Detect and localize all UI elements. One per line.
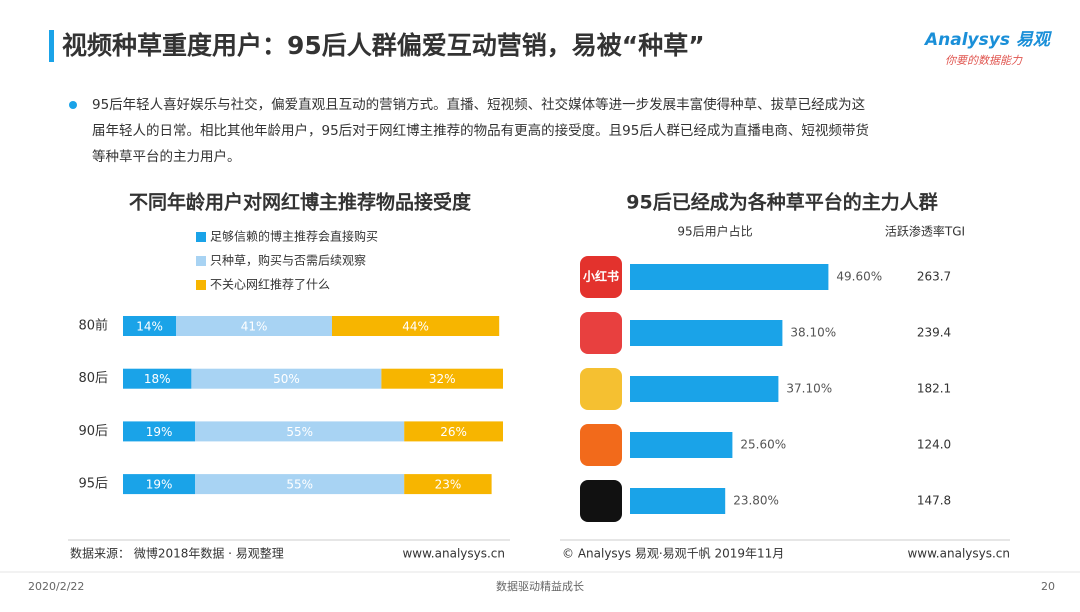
bar — [630, 264, 829, 290]
bar-segment — [195, 421, 405, 442]
legend-swatch — [196, 256, 206, 266]
chart-title: 不同年龄用户对网红博主推荐物品接受度 — [129, 191, 472, 214]
bar-segment — [123, 421, 196, 442]
platform-icon — [580, 312, 622, 354]
title-bar — [49, 30, 54, 62]
tgi-value: 147.8 — [917, 494, 951, 508]
motto: 数据驱动精益成长 — [496, 579, 584, 593]
tgi-value: 263.7 — [917, 270, 951, 284]
chart-title: 95后已经成为各种草平台的主力人群 — [626, 191, 937, 214]
page-number: 20 — [1041, 580, 1055, 593]
legend-label: 不关心网红推荐了什么 — [210, 277, 330, 292]
bar-label: 26% — [440, 425, 467, 439]
source: 数据来源： 微博2018年数据 · 易观整理 — [70, 546, 284, 561]
bar-segment — [404, 474, 492, 495]
bar-label: 14% — [136, 320, 163, 334]
bar-segment — [195, 474, 405, 495]
site: www.analysys.cn — [907, 547, 1010, 561]
site: www.analysys.cn — [402, 547, 505, 561]
bullet-dot — [69, 101, 77, 109]
platform-label: 小红书 — [583, 269, 619, 284]
bar-label: 23.80% — [733, 494, 779, 508]
slogan: 你要的数据能力 — [945, 54, 1023, 67]
bar — [630, 488, 726, 514]
bullet-line: 届年轻人的日常。相比其他年龄用户，95后对于网红博主推荐的物品有更高的接受度。且… — [92, 122, 869, 139]
bullet-line: 等种草平台的主力用户。 — [92, 148, 241, 165]
bar-segment — [123, 474, 196, 495]
tgi-value: 124.0 — [917, 438, 951, 452]
bar-segment — [381, 368, 503, 389]
bar-label: 55% — [286, 478, 313, 492]
bar-label: 32% — [429, 372, 456, 386]
tgi-value: 182.1 — [917, 382, 951, 396]
bar — [630, 320, 783, 346]
category-label: 80前 — [78, 318, 108, 334]
bar-segment — [191, 368, 382, 389]
bar-label: 19% — [146, 478, 173, 492]
platform-icon — [580, 480, 622, 522]
bar-label: 23% — [435, 478, 462, 492]
column-header: 活跃渗透率TGI — [885, 224, 965, 239]
platform-icon — [580, 424, 622, 466]
legend-label: 足够信赖的博主推荐会直接购买 — [210, 229, 378, 244]
bar-segment — [176, 316, 332, 336]
column-header: 95后用户占比 — [677, 224, 752, 239]
bullet-line: 95后年轻人喜好娱乐与社交，偏爱直观且互动的营销方式。直播、短视频、社交媒体等进… — [92, 96, 865, 113]
category-label: 90后 — [78, 424, 108, 439]
bar-segment — [404, 421, 503, 442]
logo: Analysys 易观 — [923, 30, 1053, 50]
legend-label: 只种草，购买与否需后续观察 — [210, 253, 366, 268]
bar-label: 55% — [286, 425, 313, 439]
category-label: 80后 — [78, 371, 108, 386]
date: 2020/2/22 — [28, 580, 84, 593]
bar-label: 49.60% — [836, 270, 882, 284]
category-label: 95后 — [78, 477, 108, 492]
bar-segment — [332, 316, 500, 336]
bar-label: 41% — [241, 320, 268, 334]
bar-label: 37.10% — [786, 382, 832, 396]
bar-segment — [123, 316, 177, 336]
tgi-value: 239.4 — [917, 326, 951, 340]
platform-icon — [580, 256, 622, 298]
bar-segment — [123, 368, 192, 389]
legend-swatch — [196, 232, 206, 242]
bar-label: 50% — [273, 372, 300, 386]
source: © Analysys 易观·易观千帆 2019年11月 — [562, 546, 784, 561]
bar-label: 25.60% — [740, 438, 786, 452]
slide-title: 视频种草重度用户：95后人群偏爱互动营销，易被“种草” — [62, 31, 705, 60]
bar-label: 44% — [402, 320, 429, 334]
bar-label: 19% — [146, 425, 173, 439]
platform-icon — [580, 368, 622, 410]
legend-swatch — [196, 280, 206, 290]
bar — [630, 376, 779, 402]
bar-label: 18% — [144, 372, 171, 386]
bar-label: 38.10% — [790, 326, 836, 340]
bar — [630, 432, 733, 458]
